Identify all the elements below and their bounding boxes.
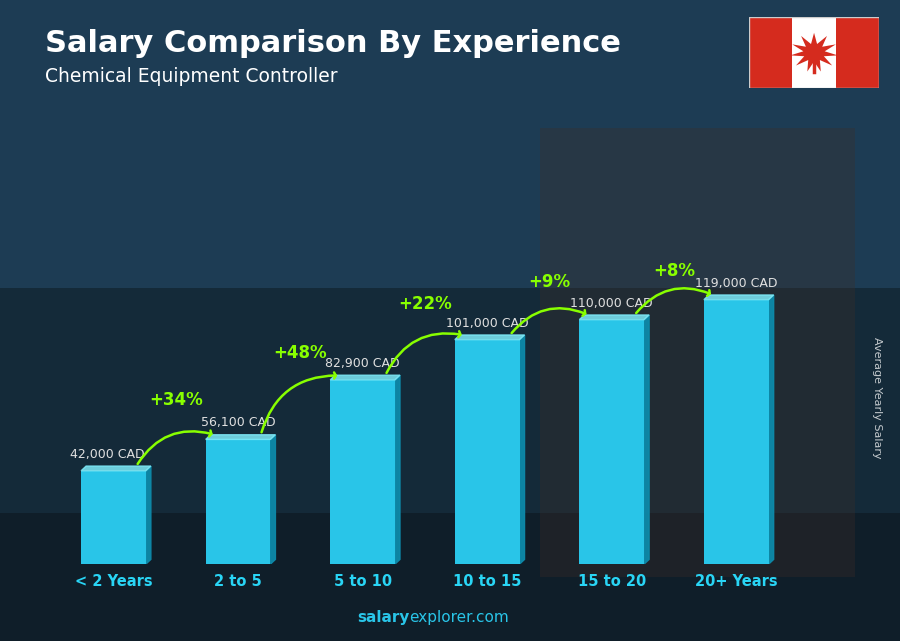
Polygon shape bbox=[790, 33, 838, 72]
Bar bbox=[749, 17, 792, 88]
Bar bbox=[81, 470, 146, 564]
Polygon shape bbox=[206, 435, 275, 440]
Text: +22%: +22% bbox=[398, 296, 452, 313]
Polygon shape bbox=[644, 315, 649, 564]
Bar bbox=[0, 288, 900, 513]
Polygon shape bbox=[519, 335, 525, 564]
Bar bbox=[0, 513, 900, 641]
Bar bbox=[836, 17, 879, 88]
Polygon shape bbox=[395, 375, 400, 564]
Text: 101,000 CAD: 101,000 CAD bbox=[446, 317, 528, 329]
Polygon shape bbox=[769, 295, 774, 564]
Polygon shape bbox=[580, 315, 649, 320]
Text: 56,100 CAD: 56,100 CAD bbox=[201, 417, 275, 429]
Text: 119,000 CAD: 119,000 CAD bbox=[695, 277, 778, 290]
Text: 42,000 CAD: 42,000 CAD bbox=[70, 448, 145, 461]
Text: +48%: +48% bbox=[274, 344, 328, 362]
Text: explorer.com: explorer.com bbox=[410, 610, 509, 625]
Polygon shape bbox=[271, 435, 275, 564]
Bar bbox=[704, 299, 769, 564]
Bar bbox=[454, 340, 519, 564]
Polygon shape bbox=[454, 335, 525, 340]
Bar bbox=[580, 320, 644, 564]
Polygon shape bbox=[704, 295, 774, 299]
Text: 82,900 CAD: 82,900 CAD bbox=[325, 357, 400, 370]
Text: +9%: +9% bbox=[528, 273, 571, 291]
Text: 110,000 CAD: 110,000 CAD bbox=[571, 297, 653, 310]
Text: +34%: +34% bbox=[148, 390, 202, 408]
Bar bbox=[330, 380, 395, 564]
Bar bbox=[792, 17, 836, 88]
Polygon shape bbox=[146, 466, 151, 564]
Polygon shape bbox=[81, 466, 151, 470]
Bar bbox=[206, 440, 271, 564]
Bar bbox=[0, 0, 900, 288]
Text: Average Yearly Salary: Average Yearly Salary bbox=[872, 337, 883, 458]
Text: Salary Comparison By Experience: Salary Comparison By Experience bbox=[45, 29, 621, 58]
Text: Chemical Equipment Controller: Chemical Equipment Controller bbox=[45, 67, 338, 87]
Text: salary: salary bbox=[357, 610, 410, 625]
Polygon shape bbox=[330, 375, 400, 380]
Text: +8%: +8% bbox=[653, 262, 695, 279]
Bar bbox=[540, 128, 855, 577]
